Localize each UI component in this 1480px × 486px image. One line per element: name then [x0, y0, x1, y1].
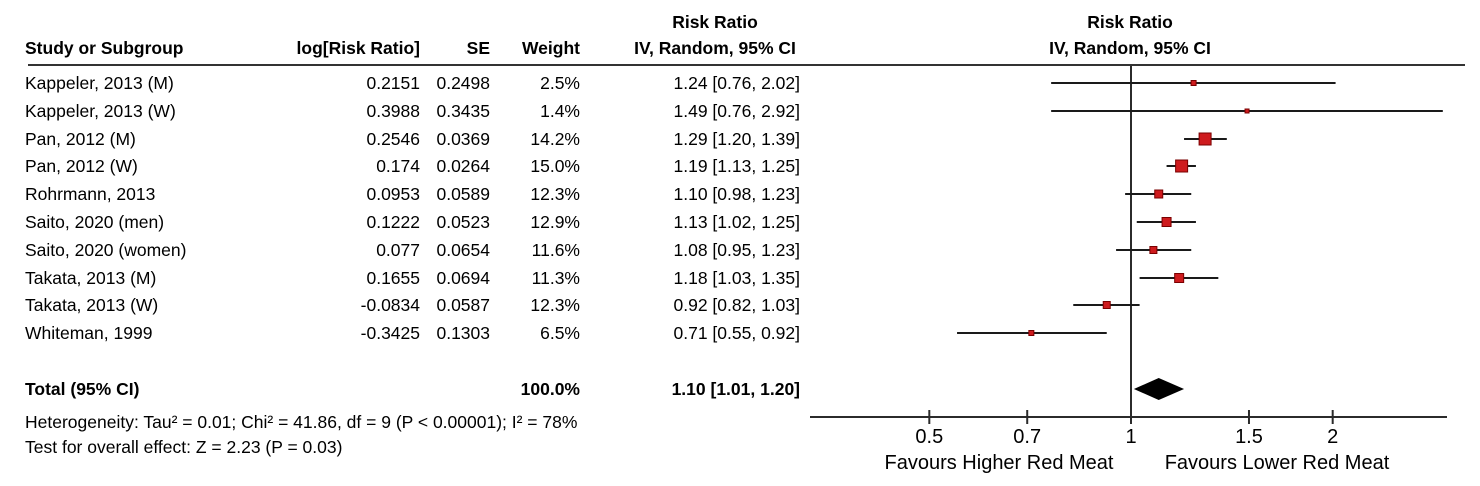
study-se: 0.0654 — [436, 240, 490, 260]
effect-marker — [1149, 246, 1158, 254]
effect-marker — [1244, 108, 1250, 114]
study-weight: 11.6% — [531, 240, 580, 260]
study-log-rr: 0.2546 — [366, 129, 420, 149]
study-weight: 12.3% — [530, 184, 580, 204]
effect-marker — [1175, 159, 1189, 173]
study-log-rr: 0.3988 — [366, 101, 420, 121]
study-se: 0.1303 — [436, 323, 490, 343]
effect-marker — [1028, 330, 1035, 336]
plot-header-line2: IV, Random, 95% CI — [1049, 38, 1211, 58]
effect-marker — [1198, 132, 1212, 146]
study-weight: 14.2% — [530, 129, 580, 149]
study-name: Takata, 2013 (W) — [25, 295, 159, 315]
axis-tick-label: 0.7 — [1013, 426, 1041, 448]
study-estimate: 1.19 [1.13, 1.25] — [673, 156, 801, 176]
study-se: 0.0369 — [436, 129, 490, 149]
study-estimate: 1.18 [1.03, 1.35] — [673, 268, 801, 288]
study-se: 0.0694 — [436, 268, 490, 288]
study-se: 0.2498 — [436, 73, 490, 93]
study-name: Rohrmann, 2013 — [25, 184, 156, 204]
axis-tick-label: 1.5 — [1235, 426, 1263, 448]
study-log-rr: -0.3425 — [360, 323, 420, 343]
heterogeneity-text: Heterogeneity: Tau² = 0.01; Chi² = 41.86… — [25, 412, 578, 432]
study-estimate: 1.10 [0.98, 1.23] — [673, 184, 801, 204]
study-weight: 1.4% — [540, 101, 580, 121]
study-name: Whiteman, 1999 — [25, 323, 153, 343]
favours-left-label: Favours Higher Red Meat — [884, 452, 1114, 474]
total-weight: 100.0% — [520, 379, 580, 399]
study-log-rr: 0.174 — [376, 156, 420, 176]
overall-effect-text: Test for overall effect: Z = 2.23 (P = 0… — [25, 437, 343, 457]
col-header-weight: Weight — [521, 38, 580, 58]
study-weight: 11.3% — [531, 268, 580, 288]
summary-diamond — [1133, 378, 1185, 400]
study-name: Pan, 2012 (M) — [25, 129, 136, 149]
study-se: 0.0589 — [436, 184, 490, 204]
study-estimate: 1.13 [1.02, 1.25] — [673, 212, 801, 232]
study-estimate: 0.71 [0.55, 0.92] — [673, 323, 801, 343]
axis-tick-label: 0.5 — [915, 426, 943, 448]
study-name: Pan, 2012 (W) — [25, 156, 138, 176]
study-name: Kappeler, 2013 (W) — [25, 101, 176, 121]
study-weight: 6.5% — [540, 323, 580, 343]
effect-marker — [1190, 80, 1197, 86]
col-header-effect-line2: IV, Random, 95% CI — [634, 38, 796, 58]
axis-tick-label: 1 — [1125, 426, 1136, 448]
total-estimate: 1.10 [1.01, 1.20] — [671, 379, 800, 399]
study-se: 0.0523 — [436, 212, 490, 232]
axis-tick-label: 2 — [1327, 426, 1338, 448]
study-estimate: 1.08 [0.95, 1.23] — [673, 240, 801, 260]
study-weight: 12.3% — [530, 295, 580, 315]
effect-marker — [1154, 189, 1164, 199]
study-log-rr: 0.0953 — [366, 184, 420, 204]
favours-right-label: Favours Lower Red Meat — [1164, 452, 1390, 474]
study-log-rr: -0.0834 — [360, 295, 420, 315]
study-log-rr: 0.1222 — [366, 212, 420, 232]
effect-marker — [1174, 273, 1185, 283]
study-name: Saito, 2020 (women) — [25, 240, 187, 260]
col-header-study: Study or Subgroup — [25, 38, 184, 58]
study-weight: 15.0% — [530, 156, 580, 176]
study-log-rr: 0.1655 — [366, 268, 420, 288]
effect-marker — [1102, 301, 1111, 309]
col-header-se: SE — [466, 38, 490, 58]
study-log-rr: 0.2151 — [366, 73, 420, 93]
study-name: Saito, 2020 (men) — [25, 212, 165, 232]
study-weight: 12.9% — [530, 212, 580, 232]
study-estimate: 1.29 [1.20, 1.39] — [673, 129, 801, 149]
study-log-rr: 0.077 — [376, 240, 420, 260]
effect-marker — [1161, 217, 1172, 227]
study-estimate: 0.92 [0.82, 1.03] — [673, 295, 801, 315]
study-se: 0.0587 — [436, 295, 490, 315]
col-header-log-rr: log[Risk Ratio] — [296, 38, 420, 58]
study-weight: 2.5% — [540, 73, 580, 93]
study-estimate: 1.24 [0.76, 2.02] — [673, 73, 801, 93]
study-se: 0.0264 — [436, 156, 490, 176]
study-se: 0.3435 — [436, 101, 490, 121]
col-header-effect-line1: Risk Ratio — [672, 12, 758, 32]
total-label: Total (95% CI) — [25, 379, 140, 399]
plot-header-line1: Risk Ratio — [1087, 12, 1173, 32]
study-estimate: 1.49 [0.76, 2.92] — [673, 101, 801, 121]
study-name: Kappeler, 2013 (M) — [25, 73, 174, 93]
study-name: Takata, 2013 (M) — [25, 268, 157, 288]
